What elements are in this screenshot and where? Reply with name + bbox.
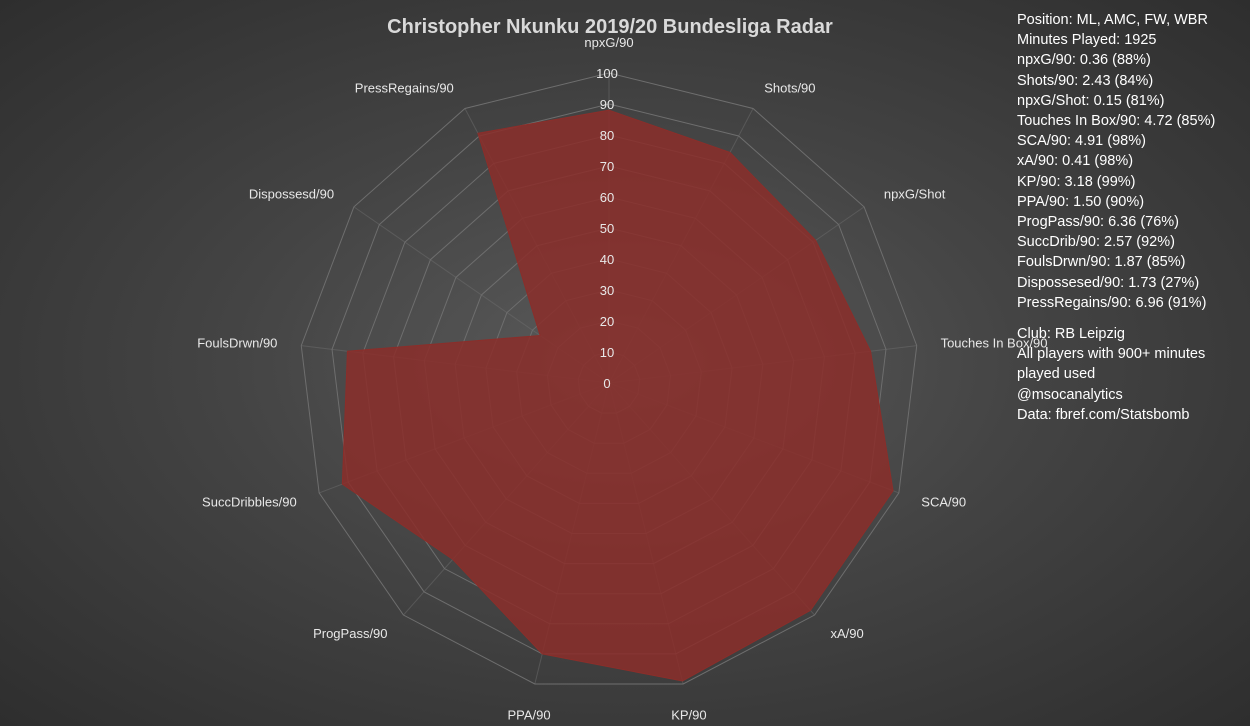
tick-label: 30 [600, 283, 614, 298]
tick-label: 10 [600, 345, 614, 360]
stat-line: PPA/90: 1.50 (90%) [1017, 193, 1145, 210]
stat-line: KP/90: 3.18 (99%) [1017, 173, 1136, 190]
stat-line: xA/90: 0.41 (98%) [1017, 153, 1134, 170]
note-text: All players with 900+ minutes played use… [1017, 346, 1206, 383]
axis-label: PPA/90 [508, 707, 551, 722]
stat-line: npxG/Shot: 0.15 (81%) [1017, 92, 1165, 109]
axis-label: FoulsDrwn/90 [197, 336, 277, 351]
tick-label: 80 [600, 128, 614, 143]
minutes-text: Minutes Played: 1925 [1017, 32, 1157, 49]
radar-series [341, 109, 894, 682]
stat-line: Dispossesed/90: 1.73 (27%) [1017, 274, 1200, 291]
axis-label: SCA/90 [921, 494, 966, 509]
axis-label: npxG/90 [584, 35, 633, 50]
axis-label: npxG/Shot [884, 186, 946, 201]
grid-ring [300, 72, 918, 685]
info-panel: Position: ML, AMC, FW, WBR Minutes Playe… [1017, 10, 1247, 425]
position-text: Position: ML, AMC, FW, WBR [1017, 12, 1208, 28]
axis-label: Shots/90 [764, 80, 815, 95]
club-text: Club: RB Leipzig [1017, 326, 1125, 343]
tick-label: 90 [600, 97, 614, 112]
stat-line: Shots/90: 2.43 (84%) [1017, 72, 1154, 89]
axis-labels: npxG/90 Shots/90 npxG/Shot Touches In Box/9… [197, 35, 1047, 722]
handle-text: @msocanalytics [1017, 386, 1123, 403]
tick-label: 20 [600, 314, 614, 329]
tick-label: 50 [600, 221, 614, 236]
tick-label: 70 [600, 159, 614, 174]
stat-line: PressRegains/90: 6.96 (91%) [1017, 294, 1207, 311]
stat-line: npxG/90: 0.36 (88%) [1017, 52, 1151, 69]
axis-label: SuccDribbles/90 [202, 494, 297, 509]
axis-label: KP/90 [671, 707, 706, 722]
stat-line: SCA/90: 4.91 (98%) [1017, 133, 1146, 150]
axis-label: ProgPass/90 [313, 626, 387, 641]
stat-line: Touches In Box/90: 4.72 (85%) [1017, 113, 1216, 130]
tick-label: 0 [603, 376, 610, 391]
tick-label: 40 [600, 252, 614, 267]
axis-label: Dispossesd/90 [249, 186, 334, 201]
axis-label: PressRegains/90 [355, 80, 454, 95]
tick-label: 100 [596, 66, 618, 81]
source-text: Data: fbref.com/Statsbomb [1017, 406, 1190, 423]
stat-line: ProgPass/90: 6.36 (76%) [1017, 214, 1180, 231]
chart-title: Christopher Nkunku 2019/20 Bundesliga Ra… [387, 16, 833, 38]
tick-label: 60 [600, 190, 614, 205]
axis-label: xA/90 [830, 626, 863, 641]
axis-label: Touches In Box/90 [941, 336, 1048, 351]
stat-line: SuccDrib/90: 2.57 (92%) [1017, 234, 1175, 251]
radial-ticks: 0 10 20 30 40 50 60 70 80 90 100 [596, 66, 618, 391]
series-area [341, 109, 894, 682]
stat-line: FoulsDrwn/90: 1.87 (85%) [1017, 254, 1186, 271]
